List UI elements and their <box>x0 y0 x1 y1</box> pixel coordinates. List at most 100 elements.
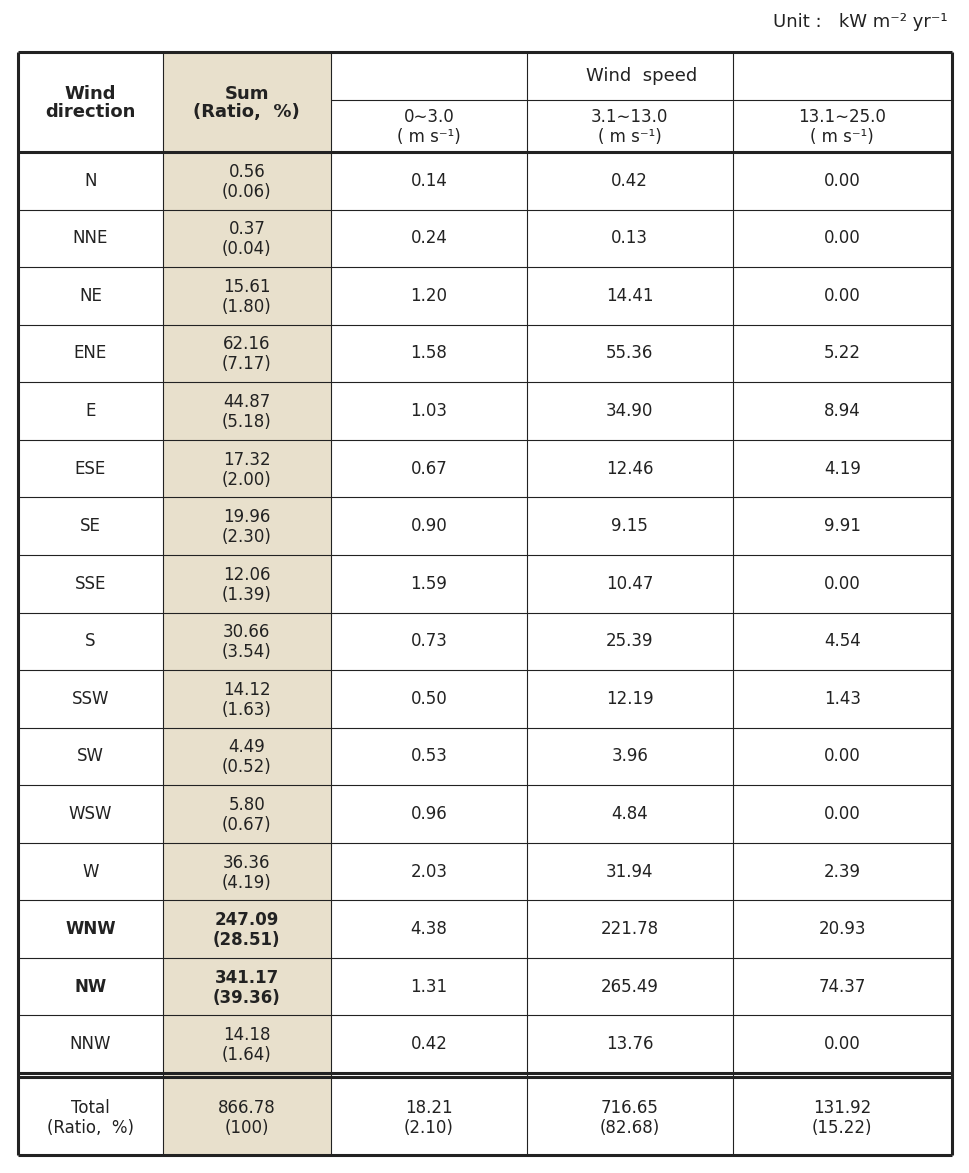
Text: (Ratio,  %): (Ratio, %) <box>193 103 299 121</box>
Text: ( m s⁻¹): ( m s⁻¹) <box>396 128 460 145</box>
Text: (0.04): (0.04) <box>222 240 271 258</box>
Text: (0.67): (0.67) <box>222 816 271 834</box>
Text: 12.06: 12.06 <box>223 565 270 584</box>
Text: 12.19: 12.19 <box>606 690 653 707</box>
Text: NE: NE <box>78 287 102 305</box>
Text: 74.37: 74.37 <box>818 977 865 996</box>
Bar <box>163 52 330 1155</box>
Text: 8.94: 8.94 <box>823 402 860 420</box>
Text: SSW: SSW <box>72 690 109 707</box>
Text: 5.22: 5.22 <box>823 345 860 362</box>
Text: 0.00: 0.00 <box>823 171 860 190</box>
Text: S: S <box>85 632 96 650</box>
Text: 1.58: 1.58 <box>410 345 447 362</box>
Text: (1.39): (1.39) <box>222 585 271 604</box>
Text: 0∼3.0: 0∼3.0 <box>403 108 453 126</box>
Text: 341.17: 341.17 <box>214 969 279 986</box>
Text: (39.36): (39.36) <box>213 989 280 1006</box>
Text: 18.21: 18.21 <box>405 1099 453 1117</box>
Text: SSE: SSE <box>75 575 106 592</box>
Text: 2.39: 2.39 <box>823 862 860 881</box>
Text: 0.00: 0.00 <box>823 287 860 305</box>
Text: WNW: WNW <box>65 920 115 938</box>
Text: 15.61: 15.61 <box>223 278 270 296</box>
Text: Wind  speed: Wind speed <box>585 67 697 84</box>
Text: W: W <box>82 862 99 881</box>
Text: 19.96: 19.96 <box>223 508 270 527</box>
Text: SW: SW <box>77 747 104 766</box>
Text: Unit :   kW m⁻² yr⁻¹: Unit : kW m⁻² yr⁻¹ <box>772 13 947 30</box>
Text: 14.41: 14.41 <box>606 287 653 305</box>
Text: 30.66: 30.66 <box>223 623 270 642</box>
Text: (15.22): (15.22) <box>811 1119 871 1137</box>
Text: (82.68): (82.68) <box>599 1119 659 1137</box>
Text: 265.49: 265.49 <box>600 977 658 996</box>
Text: NNE: NNE <box>73 230 108 248</box>
Text: ENE: ENE <box>74 345 107 362</box>
Text: (Ratio,  %): (Ratio, %) <box>47 1119 134 1137</box>
Text: 4.19: 4.19 <box>823 460 860 477</box>
Text: (2.30): (2.30) <box>222 528 271 547</box>
Text: 0.37: 0.37 <box>228 221 265 238</box>
Text: 14.18: 14.18 <box>223 1026 270 1044</box>
Text: Sum: Sum <box>225 84 268 103</box>
Text: 4.84: 4.84 <box>610 805 647 823</box>
Text: 0.00: 0.00 <box>823 1036 860 1053</box>
Text: (4.19): (4.19) <box>222 874 271 891</box>
Text: 9.91: 9.91 <box>823 517 860 535</box>
Text: 1.43: 1.43 <box>823 690 860 707</box>
Text: 9.15: 9.15 <box>610 517 647 535</box>
Text: Total: Total <box>71 1099 109 1117</box>
Text: 0.67: 0.67 <box>410 460 447 477</box>
Text: 131.92: 131.92 <box>812 1099 870 1117</box>
Text: 10.47: 10.47 <box>606 575 653 592</box>
Text: ( m s⁻¹): ( m s⁻¹) <box>597 128 661 145</box>
Text: 1.20: 1.20 <box>410 287 447 305</box>
Text: 4.54: 4.54 <box>823 632 860 650</box>
Text: 1.59: 1.59 <box>410 575 447 592</box>
Text: 0.00: 0.00 <box>823 805 860 823</box>
Text: (2.10): (2.10) <box>404 1119 453 1137</box>
Text: 0.42: 0.42 <box>610 171 647 190</box>
Text: 55.36: 55.36 <box>606 345 653 362</box>
Text: 247.09: 247.09 <box>214 911 279 929</box>
Text: 2.03: 2.03 <box>410 862 447 881</box>
Text: 31.94: 31.94 <box>606 862 653 881</box>
Text: (1.80): (1.80) <box>222 298 271 316</box>
Text: NNW: NNW <box>70 1036 111 1053</box>
Text: 34.90: 34.90 <box>606 402 653 420</box>
Text: 0.96: 0.96 <box>410 805 447 823</box>
Text: 0.24: 0.24 <box>410 230 447 248</box>
Text: 0.42: 0.42 <box>410 1036 447 1053</box>
Text: (2.00): (2.00) <box>222 470 271 489</box>
Text: 1.31: 1.31 <box>410 977 447 996</box>
Text: 17.32: 17.32 <box>223 450 270 468</box>
Text: 3.1∼13.0: 3.1∼13.0 <box>590 108 668 126</box>
Text: 44.87: 44.87 <box>223 393 270 411</box>
Text: (100): (100) <box>225 1119 268 1137</box>
Text: 0.90: 0.90 <box>410 517 447 535</box>
Text: 25.39: 25.39 <box>606 632 653 650</box>
Text: (3.54): (3.54) <box>222 643 271 662</box>
Text: 716.65: 716.65 <box>600 1099 658 1117</box>
Text: 5.80: 5.80 <box>229 796 265 814</box>
Text: 13.1∼25.0: 13.1∼25.0 <box>797 108 886 126</box>
Text: 0.53: 0.53 <box>410 747 447 766</box>
Text: direction: direction <box>46 103 136 121</box>
Text: 1.03: 1.03 <box>410 402 447 420</box>
Text: (0.06): (0.06) <box>222 183 271 201</box>
Text: 0.73: 0.73 <box>410 632 447 650</box>
Text: ( m s⁻¹): ( m s⁻¹) <box>809 128 873 145</box>
Text: 0.56: 0.56 <box>229 163 265 181</box>
Text: 0.50: 0.50 <box>410 690 447 707</box>
Text: 36.36: 36.36 <box>223 854 270 872</box>
Text: (1.64): (1.64) <box>222 1046 271 1064</box>
Text: 14.12: 14.12 <box>223 680 270 699</box>
Text: 0.00: 0.00 <box>823 230 860 248</box>
Text: (1.63): (1.63) <box>222 700 271 719</box>
Text: Wind: Wind <box>65 84 116 103</box>
Text: 20.93: 20.93 <box>818 920 865 938</box>
Text: 0.14: 0.14 <box>410 171 447 190</box>
Text: WSW: WSW <box>69 805 112 823</box>
Text: 4.38: 4.38 <box>410 920 447 938</box>
